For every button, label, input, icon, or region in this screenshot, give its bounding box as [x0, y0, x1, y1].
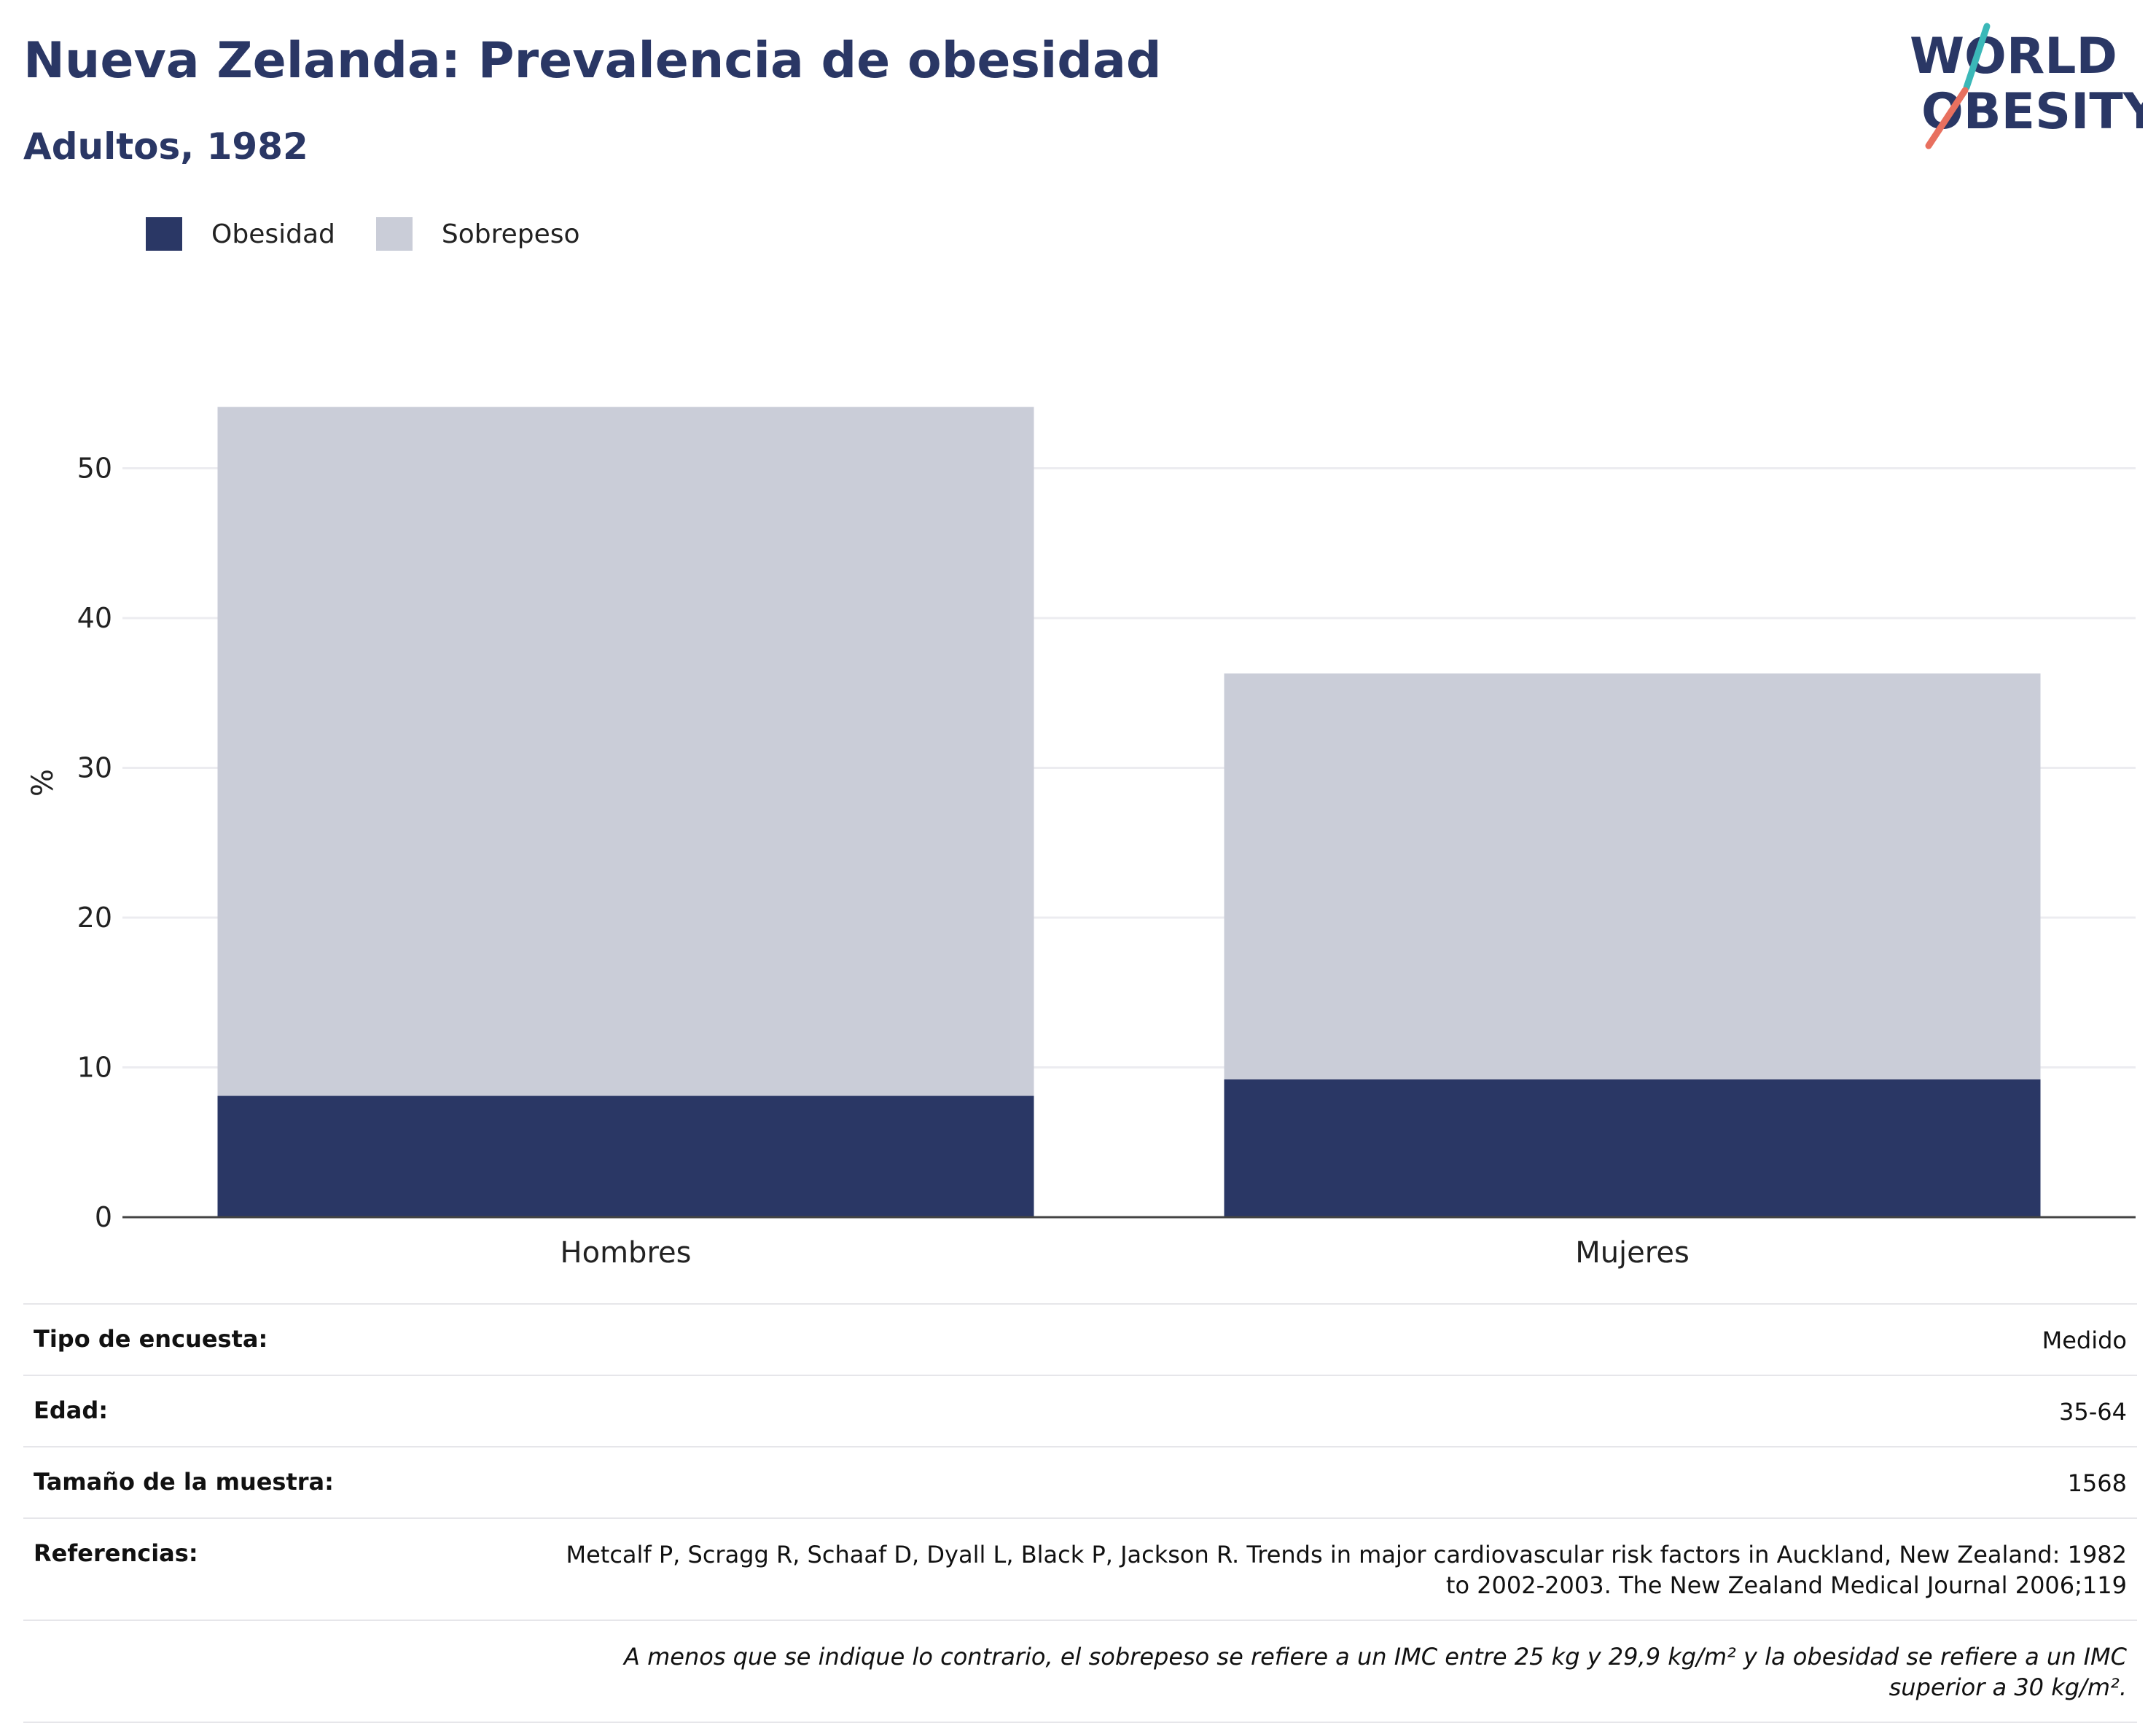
y-tick-label: 50	[77, 453, 112, 485]
info-key: Edad:	[34, 1396, 109, 1424]
info-value: 1568	[2067, 1469, 2127, 1497]
bar-sobrepeso-mujeres	[1224, 673, 2041, 1079]
chart-subtitle: Adultos, 1982	[23, 125, 308, 168]
info-row-survey-type: Tipo de encuesta: Medido	[23, 1303, 2137, 1375]
world-obesity-logo: WORLD OBESITY	[1910, 23, 2143, 149]
survey-info-table: Tipo de encuesta: Medido Edad: 35-64 Tam…	[23, 1303, 2137, 1723]
bmi-definition-note: A menos que se indique lo contrario, el …	[23, 1620, 2137, 1723]
y-tick-label: 10	[77, 1052, 112, 1084]
y-tick-label: 20	[77, 902, 112, 934]
legend-item-obesidad[interactable]: Obesidad	[146, 217, 335, 251]
legend-swatch-sobrepeso	[375, 217, 413, 251]
chart-title: Nueva Zelanda: Prevalencia de obesidad	[23, 32, 1162, 90]
info-key: Referencias:	[34, 1539, 198, 1567]
bar-obesidad-mujeres	[1224, 1079, 2041, 1217]
logo-line-world: WORLD	[1910, 28, 2117, 85]
logo-slash-red	[1925, 87, 1969, 149]
legend-swatch-obesidad	[146, 217, 182, 251]
note-text: A menos que se indique lo contrario, el …	[624, 1643, 2127, 1701]
bar-sobrepeso-hombres	[217, 407, 1034, 1096]
y-axis-label: %	[26, 769, 60, 797]
legend: Obesidad Sobrepeso	[146, 217, 621, 251]
bar-obesidad-hombres	[217, 1095, 1034, 1217]
legend-label-obesidad: Obesidad	[211, 219, 335, 249]
info-key: Tamaño de la muestra:	[34, 1468, 334, 1496]
x-tick-label: Hombres	[561, 1236, 692, 1270]
y-tick-label: 40	[77, 602, 112, 634]
y-tick-label: 0	[95, 1201, 112, 1233]
info-value-reference: Metcalf P, Scragg R, Schaaf D, Dyall L, …	[566, 1541, 2127, 1599]
info-value: Medido	[2042, 1327, 2127, 1354]
info-row-sample-size: Tamaño de la muestra: 1568	[23, 1446, 2137, 1517]
info-row-age: Edad: 35-64	[23, 1375, 2137, 1446]
stacked-bar-chart: 0 10 20 30 40 50% Hombres Mujeres	[26, 407, 2136, 1270]
legend-label-sobrepeso: Sobrepeso	[441, 219, 580, 249]
x-tick-label: Mujeres	[1575, 1236, 1690, 1270]
info-row-references: Referencias: Metcalf P, Scragg R, Schaaf…	[23, 1517, 2137, 1620]
info-value: 35-64	[2059, 1398, 2127, 1426]
logo-slash-teal	[1963, 23, 1991, 91]
info-key: Tipo de encuesta:	[34, 1325, 268, 1353]
y-tick-label: 30	[77, 752, 112, 784]
logo-line-obesity: OBESITY	[1921, 83, 2143, 141]
legend-item-sobrepeso[interactable]: Sobrepeso	[375, 217, 580, 251]
